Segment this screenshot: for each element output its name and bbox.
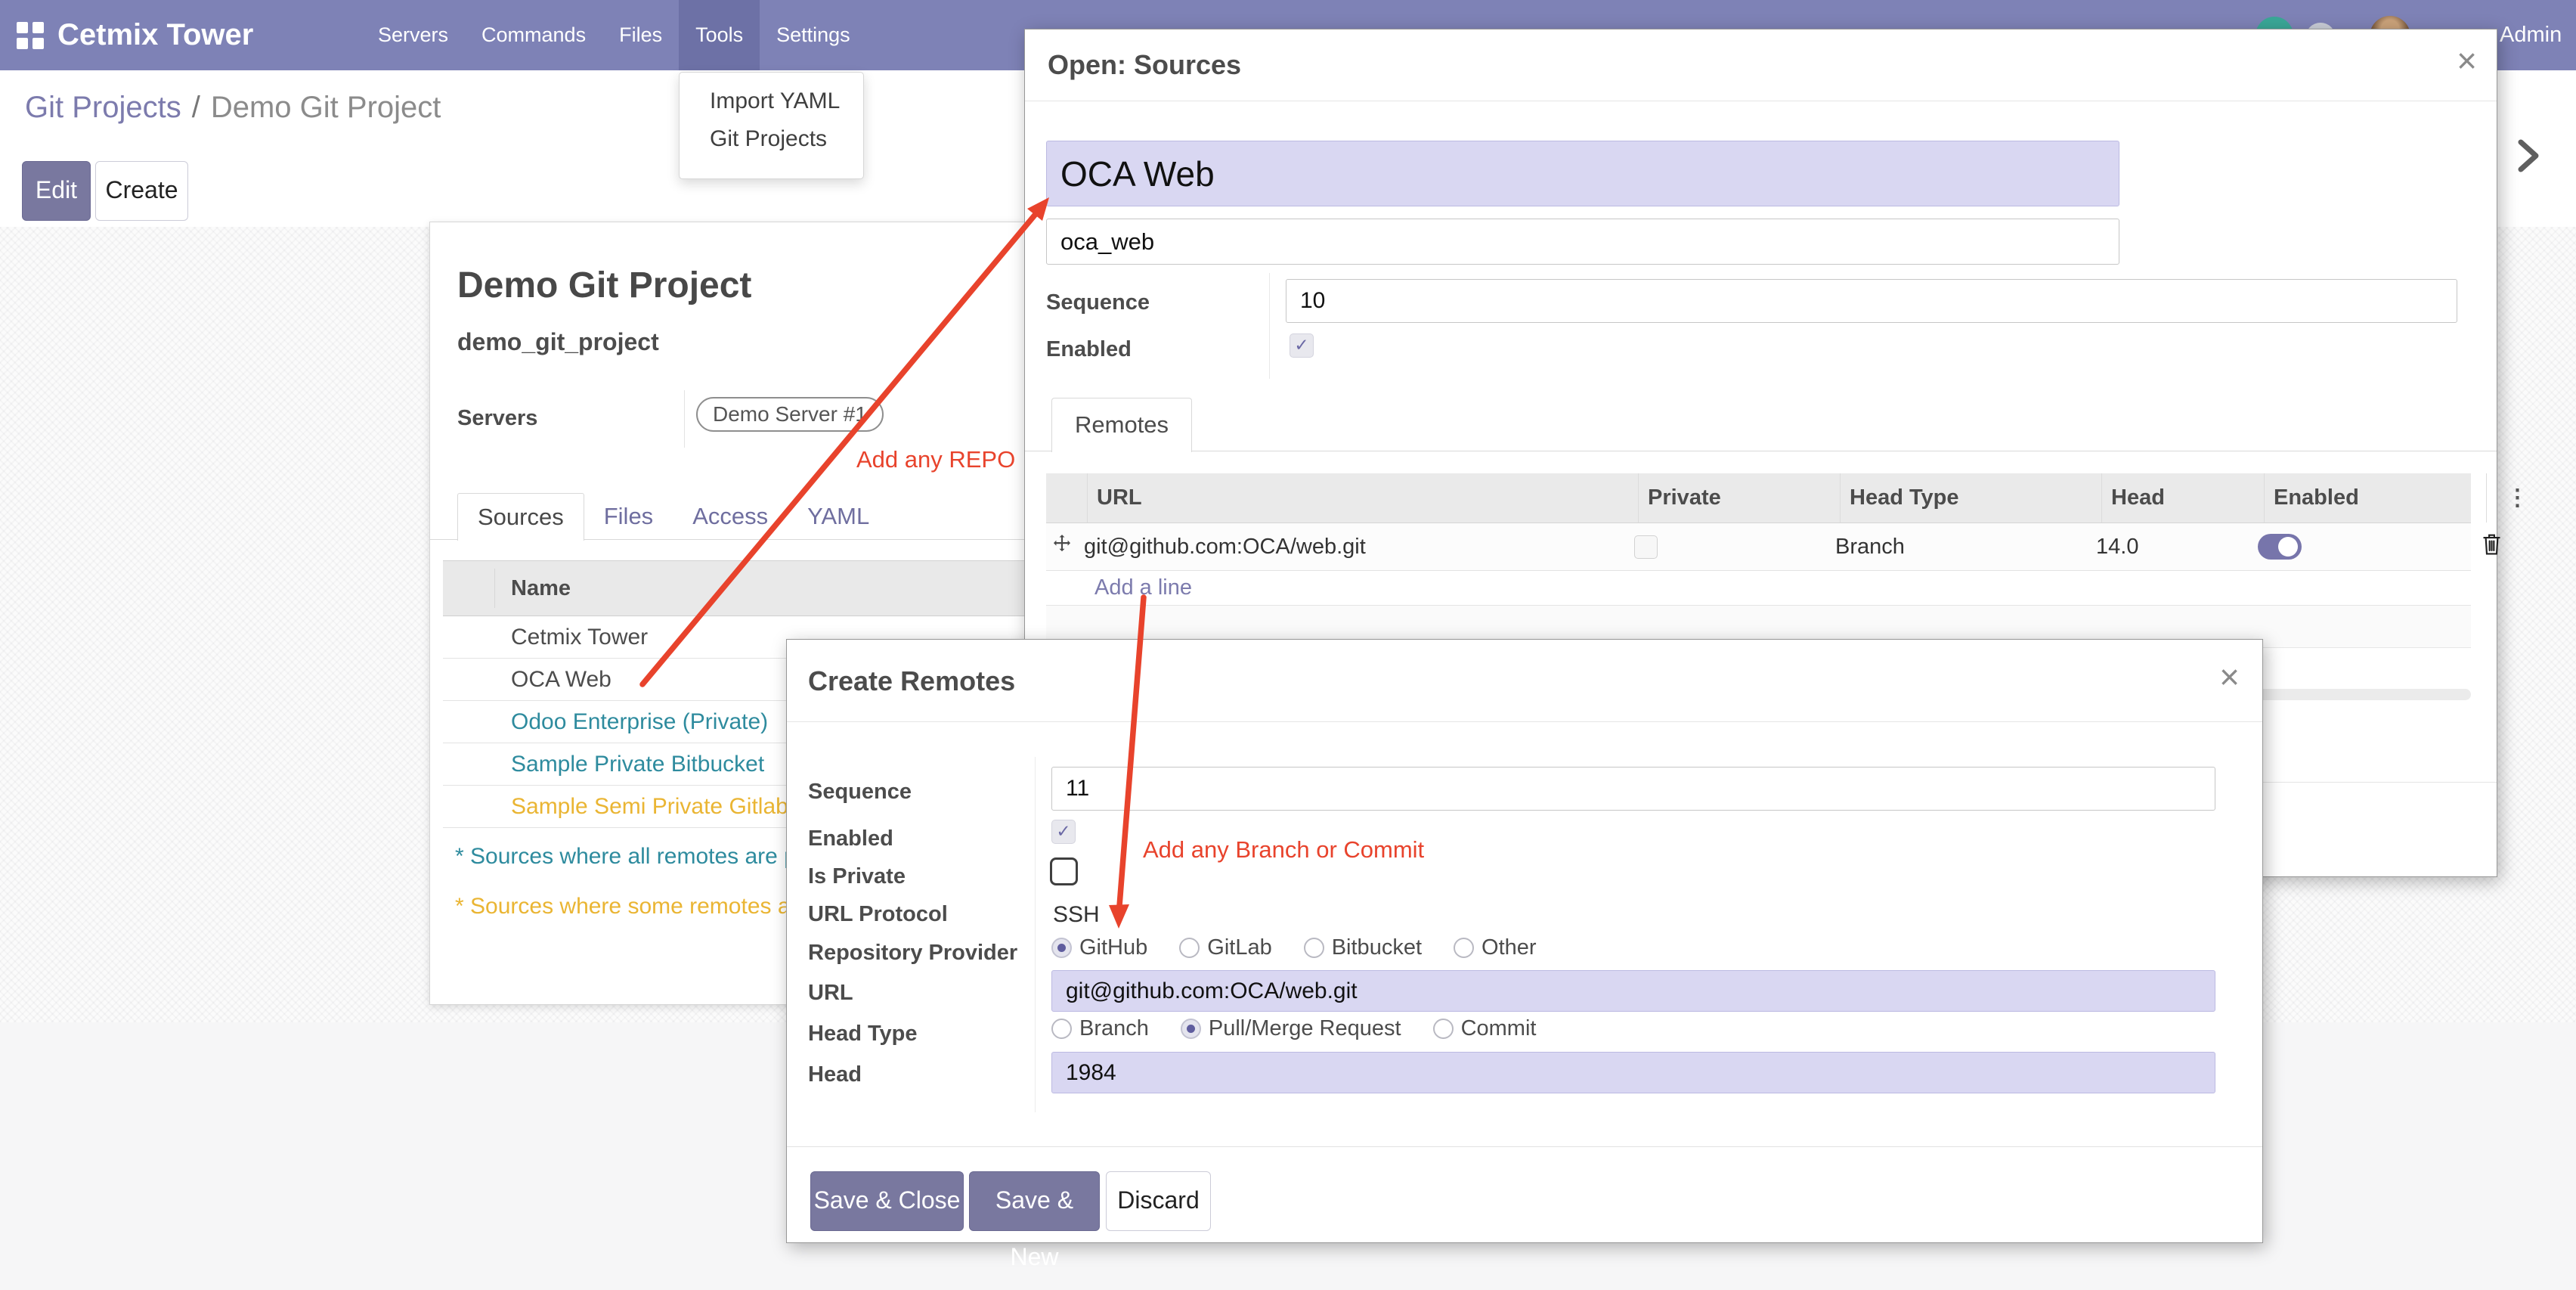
tab-sources[interactable]: Sources (457, 493, 584, 541)
url-input[interactable] (1051, 970, 2215, 1012)
menu-item-git-projects[interactable]: Git Projects (710, 126, 828, 151)
url-protocol-label: URL Protocol (808, 902, 948, 926)
head-type-cell: Branch (1835, 534, 1905, 559)
radio-commit[interactable]: Commit (1432, 1016, 1536, 1041)
is-private-checkbox[interactable] (1050, 857, 1078, 885)
drag-handle-icon[interactable] (1046, 534, 1078, 560)
enabled-checkbox[interactable]: ✓ (1051, 820, 1076, 844)
is-private-label: Is Private (808, 864, 906, 888)
enabled-column-header: Enabled (2264, 473, 2486, 523)
project-title: Demo Git Project (457, 265, 752, 305)
name-column-header: Name (511, 576, 571, 600)
head-type-label: Head Type (808, 1022, 918, 1046)
create-remotes-modal: Create Remotes × Sequence Enabled ✓ Is P… (786, 639, 2263, 1270)
sequence-label: Sequence (808, 780, 912, 804)
create-remotes-modal-title: Create Remotes (808, 665, 1016, 696)
head-input[interactable] (1051, 1052, 2215, 1093)
footnote-private-sources: * Sources where all remotes are pri (455, 844, 810, 869)
head-type-column-header: Head Type (1840, 473, 2101, 523)
tab-remotes[interactable]: Remotes (1051, 398, 1193, 452)
radio-icon (1303, 937, 1324, 958)
sequence-input[interactable] (1051, 767, 2215, 811)
sequence-label: Sequence (1046, 290, 1150, 315)
delete-row-icon[interactable] (2470, 532, 2513, 562)
apps-grid-icon[interactable] (17, 22, 44, 49)
breadcrumb-separator: / (191, 91, 200, 124)
enabled-checkbox[interactable]: ✓ (1290, 333, 1314, 358)
repository-provider-label: Repository Provider (808, 941, 1018, 965)
nav-item-files[interactable]: Files (619, 23, 663, 46)
servers-label: Servers (457, 406, 538, 430)
pager-next-icon[interactable] (2517, 138, 2540, 177)
close-icon[interactable]: × (2219, 657, 2240, 696)
radio-bitbucket[interactable]: Bitbucket (1303, 935, 1422, 960)
discard-button[interactable]: Discard (1106, 1171, 1211, 1231)
radio-icon (1454, 937, 1475, 958)
remotes-table-header: URL Private Head Type Head Enabled ⋮ (1046, 473, 2529, 523)
radio-github[interactable]: GitHub (1051, 935, 1147, 960)
close-icon[interactable]: × (2457, 41, 2477, 80)
enabled-label: Enabled (1046, 337, 1132, 361)
add-a-line-link[interactable]: Add a line (1046, 571, 2471, 606)
radio-icon (1179, 937, 1200, 958)
modal-footer-divider (787, 1146, 2262, 1147)
remote-url-cell: git@github.com:OCA/web.git (1084, 534, 1366, 559)
label-field-divider (1035, 757, 1036, 1112)
modal-header-divider (787, 721, 2262, 722)
nav-item-servers[interactable]: Servers (378, 23, 449, 46)
server-tag: Demo Server #1 (696, 397, 884, 432)
radio-selected-icon (1180, 1018, 1201, 1039)
nav-item-commands[interactable]: Commands (481, 23, 587, 46)
save-close-button[interactable]: Save & Close (810, 1171, 964, 1231)
repository-provider-radios: GitHub GitLab Bitbucket Other (1051, 935, 1537, 960)
head-type-radios: Branch Pull/Merge Request Commit (1051, 1016, 1536, 1041)
label-field-divider (1269, 273, 1270, 379)
radio-other[interactable]: Other (1454, 935, 1537, 960)
nav-item-settings[interactable]: Settings (776, 23, 850, 46)
source-code-input[interactable] (1046, 219, 2119, 265)
footnote-semi-private-sources: * Sources where some remotes are (455, 894, 811, 919)
head-column-header: Head (2101, 473, 2264, 523)
radio-icon (1051, 1018, 1072, 1039)
remote-table-row: git@github.com:OCA/web.git Branch 14.0 (1046, 523, 2500, 571)
enabled-label: Enabled (808, 826, 893, 851)
project-tabs: Sources Files Access YAML (457, 493, 889, 541)
head-label: Head (808, 1062, 862, 1087)
radio-pull-merge-request[interactable]: Pull/Merge Request (1180, 1016, 1401, 1041)
tab-yaml[interactable]: YAML (807, 503, 870, 529)
private-column-header: Private (1638, 473, 1840, 523)
edit-button[interactable]: Edit (22, 161, 91, 221)
label-field-divider (684, 390, 685, 448)
column-options-icon[interactable]: ⋮ (2506, 485, 2529, 510)
sources-list-header: Name (443, 560, 1044, 616)
radio-selected-icon (1051, 937, 1072, 958)
create-button[interactable]: Create (95, 161, 188, 221)
url-column-header: URL (1087, 473, 1638, 523)
main-nav: Servers Commands Files Tools Settings (361, 0, 867, 70)
user-name-label[interactable]: Admin (2500, 23, 2562, 47)
project-code: demo_git_project (457, 328, 659, 355)
radio-icon (1432, 1018, 1454, 1039)
tab-files[interactable]: Files (603, 503, 654, 529)
breadcrumb-parent-link[interactable]: Git Projects (25, 91, 181, 124)
radio-gitlab[interactable]: GitLab (1179, 935, 1272, 960)
radio-branch[interactable]: Branch (1051, 1016, 1149, 1041)
tab-access[interactable]: Access (692, 503, 769, 529)
menu-item-import-yaml[interactable]: Import YAML (710, 88, 841, 113)
url-protocol-value: SSH (1053, 902, 1100, 927)
sequence-input[interactable] (1286, 279, 2457, 323)
app-brand[interactable]: Cetmix Tower (57, 18, 254, 51)
nav-item-tools[interactable]: Tools (679, 0, 760, 70)
private-checkbox[interactable] (1634, 535, 1658, 559)
head-cell: 14.0 (2096, 534, 2139, 559)
breadcrumb: Git Projects / Demo Git Project (25, 91, 441, 125)
breadcrumb-current: Demo Git Project (210, 91, 441, 124)
enabled-toggle[interactable] (2258, 534, 2302, 560)
open-sources-modal-title: Open: Sources (1048, 49, 1242, 80)
url-label: URL (808, 981, 853, 1005)
save-new-button[interactable]: Save & New (969, 1171, 1100, 1270)
tools-dropdown-menu: Import YAML Git Projects (679, 72, 864, 179)
source-name-input[interactable] (1046, 141, 2119, 206)
